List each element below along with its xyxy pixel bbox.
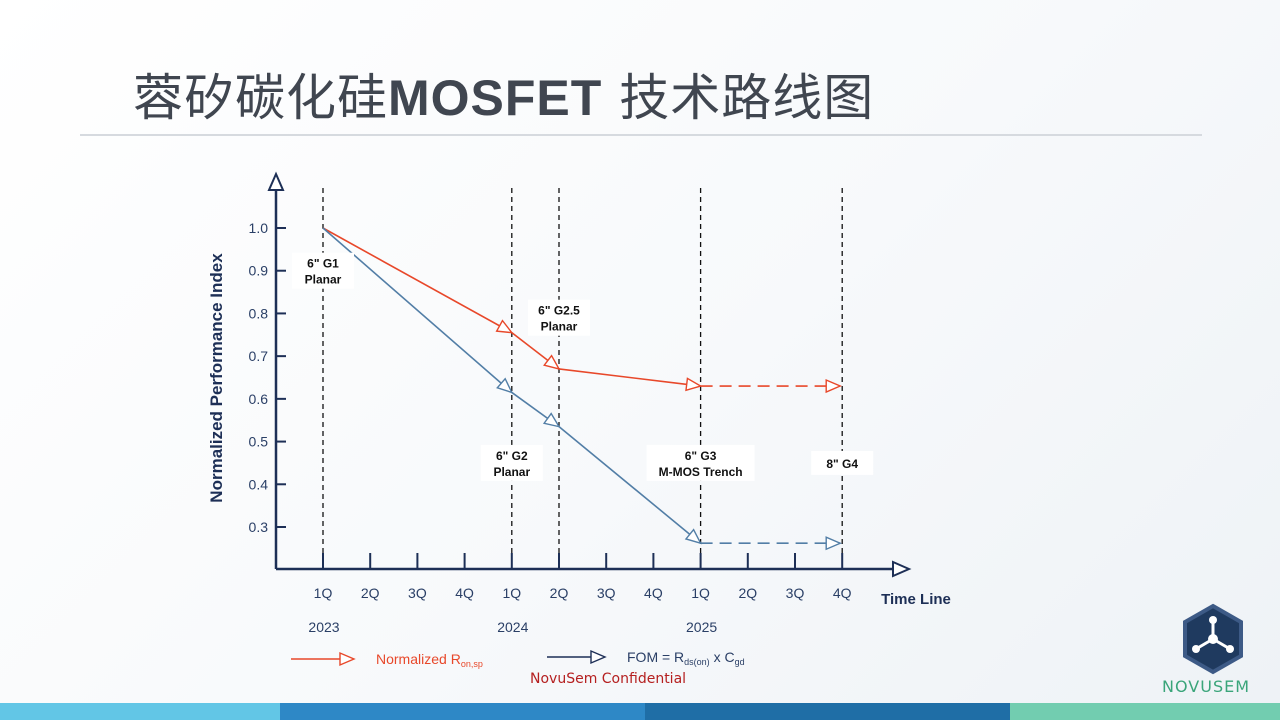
title-divider: [80, 134, 1202, 136]
legend-label-fom: FOM = Rds(on) x Cgd: [627, 649, 745, 667]
y-tick-label: 0.4: [249, 476, 269, 492]
footer-segment: [645, 703, 1010, 720]
y-axis-arrow-icon: [267, 171, 285, 191]
milestone-label-subtitle: M-MOS Trench: [659, 465, 743, 479]
year-label: 2024: [497, 619, 528, 635]
x-tick-label: 4Q: [833, 585, 852, 601]
x-tick-label: 3Q: [408, 585, 427, 601]
x-tick-label: 1Q: [691, 585, 710, 601]
milestone-label-title: 6" G3: [685, 449, 717, 463]
x-tick-label: 3Q: [786, 585, 805, 601]
title-part-3: 技术路线图: [602, 69, 875, 127]
milestone-label-title: 6" G2.5: [538, 304, 580, 318]
y-tick-label: 0.3: [249, 519, 269, 535]
series-segment: [322, 227, 513, 394]
x-axis-arrow-icon: [892, 560, 912, 578]
title-part-1: 蓉矽碳化硅: [133, 69, 388, 127]
y-axis-title: Normalized Performance Index: [207, 253, 226, 503]
milestone-label-subtitle: Planar: [493, 465, 530, 479]
x-tick-label: 3Q: [597, 585, 616, 601]
legend-label-fom-subscript2: gd: [735, 657, 745, 667]
year-label: 2023: [308, 619, 339, 635]
milestone-label-title: 8" G4: [826, 457, 858, 471]
legend-arrow-icon: [339, 651, 356, 667]
series-arrowhead-icon: [825, 536, 842, 551]
x-tick-label: 2Q: [738, 585, 757, 601]
y-tick-label: 0.7: [249, 348, 269, 364]
legend-label-fom-rest: x C: [710, 649, 735, 665]
series-segment: [558, 368, 701, 387]
footer-segment: [1010, 703, 1280, 720]
footer-segment: [0, 703, 280, 720]
legend-label-ron-main: Normalized R: [376, 651, 461, 667]
milestone-label-title: 6" G1: [307, 257, 339, 271]
milestone-label-box: [811, 450, 874, 475]
logo-text: NOVUSEM: [1162, 677, 1251, 696]
roadmap-chart: 1.0 0.9 0.8 0.7 0.6 0.5 0.4 0.3 Normalized Perfo…: [207, 171, 951, 669]
legend-arrow-icon: [590, 649, 607, 665]
footer-segment: [280, 703, 645, 720]
series-arrowhead-icon: [685, 377, 703, 392]
series-segment: [322, 227, 513, 334]
y-tick-label: 1.0: [249, 220, 269, 236]
x-tick-label: 4Q: [455, 585, 474, 601]
series-arrowhead-icon: [543, 354, 561, 371]
legend-label-fom-subscript: ds(on): [684, 657, 710, 667]
year-label: 2025: [686, 619, 717, 635]
series-segment: [558, 426, 702, 544]
milestone-label-box: [646, 444, 755, 481]
milestone-label-subtitle: Planar: [305, 273, 342, 287]
x-tick-label: 2Q: [361, 585, 380, 601]
y-tick-label: 0.5: [249, 434, 269, 450]
series-arrowhead-icon: [542, 412, 561, 428]
x-tick-label: 2Q: [550, 585, 569, 601]
novusem-logo: [1183, 603, 1243, 675]
milestone-label-box: [528, 299, 590, 336]
milestone-label-box: [480, 444, 543, 481]
footer-color-bar: [0, 703, 1280, 720]
series-arrowhead-icon: [495, 319, 514, 334]
y-tick-label: 0.8: [249, 305, 269, 321]
milestone-label-box: [292, 252, 354, 289]
page-title: 蓉矽碳化硅MOSFET 技术路线图: [133, 58, 874, 130]
series-arrowhead-icon: [496, 377, 514, 394]
x-axis-title: Time Line: [881, 591, 951, 608]
y-tick-label: 0.6: [249, 391, 269, 407]
title-part-2: MOSFET: [388, 70, 603, 126]
x-tick-label: 1Q: [502, 585, 521, 601]
milestone-label-title: 6" G2: [496, 449, 528, 463]
x-tick-label: 4Q: [644, 585, 663, 601]
legend-label-ron-subscript: on,sp: [461, 659, 483, 669]
legend-label-fom-main: FOM = R: [627, 649, 684, 665]
milestone-label-subtitle: Planar: [541, 320, 578, 334]
confidential-notice: NovuSem Confidential: [530, 671, 687, 687]
legend-label-ron: Normalized Ron,sp: [376, 651, 483, 669]
y-tick-label: 0.9: [249, 263, 269, 279]
series-arrowhead-icon: [825, 378, 842, 394]
x-tick-label: 1Q: [314, 585, 333, 601]
series-arrowhead-icon: [684, 528, 702, 545]
